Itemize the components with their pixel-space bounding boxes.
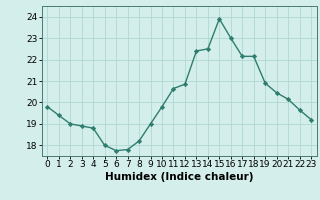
X-axis label: Humidex (Indice chaleur): Humidex (Indice chaleur) [105,172,253,182]
